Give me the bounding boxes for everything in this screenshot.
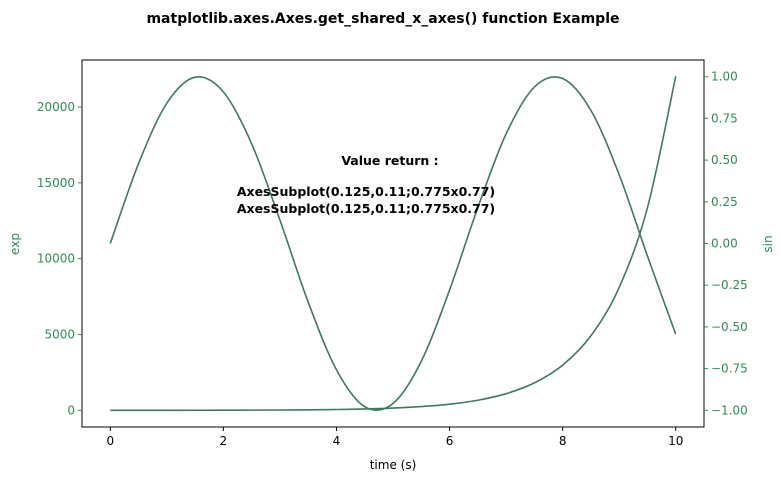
y-axis-right: −1.00 −0.75 −0.50 −0.25 0.00 0.25 0.50 0.75 1.00 bbox=[704, 70, 748, 417]
annotation-line: Value return : bbox=[341, 153, 438, 168]
chart-title: matplotlib.axes.Axes.get_shared_x_axes()… bbox=[146, 11, 619, 27]
x-tick-label: 2 bbox=[220, 434, 228, 448]
annotation-line: AxesSubplot(0.125,0.11;0.775x0.77) bbox=[237, 184, 495, 199]
y-right-tick-label: −0.25 bbox=[711, 278, 748, 292]
x-tick-label: 8 bbox=[559, 434, 567, 448]
y-right-tick-label: 1.00 bbox=[711, 70, 738, 84]
y-right-tick-label: −0.50 bbox=[711, 320, 748, 334]
series-line-sin bbox=[109, 76, 677, 411]
y-axis-left: 0 5000 10000 15000 20000 bbox=[37, 100, 82, 417]
x-axis: 0 2 4 6 8 10 bbox=[106, 427, 683, 448]
x-tick-label: 10 bbox=[668, 434, 683, 448]
x-tick-label: 4 bbox=[333, 434, 341, 448]
annotation-line: AxesSubplot(0.125,0.11;0.775x0.77) bbox=[237, 201, 495, 216]
y-left-tick-label: 10000 bbox=[37, 252, 75, 266]
series-layer bbox=[109, 76, 677, 412]
series-line-exp bbox=[110, 76, 677, 412]
annotation: Value return : AxesSubplot(0.125,0.11;0.… bbox=[237, 153, 495, 216]
y-right-tick-label: −1.00 bbox=[711, 403, 748, 417]
y-right-tick-label: 0.25 bbox=[711, 195, 738, 209]
x-axis-label: time (s) bbox=[370, 458, 417, 472]
y-right-tick-label: −0.75 bbox=[711, 362, 748, 376]
y-left-tick-label: 20000 bbox=[37, 100, 75, 114]
y-right-tick-label: 0.00 bbox=[711, 237, 738, 251]
x-tick-label: 6 bbox=[446, 434, 454, 448]
y-axis-right-label: sin bbox=[761, 235, 775, 252]
y-right-tick-label: 0.50 bbox=[711, 153, 738, 167]
plot-area bbox=[81, 59, 705, 428]
y-left-tick-label: 5000 bbox=[44, 327, 75, 341]
x-tick-label: 0 bbox=[106, 434, 114, 448]
y-left-tick-label: 0 bbox=[67, 403, 75, 417]
y-left-tick-label: 15000 bbox=[37, 176, 75, 190]
y-right-tick-label: 0.75 bbox=[711, 111, 738, 125]
y-axis-left-label: exp bbox=[8, 233, 22, 255]
